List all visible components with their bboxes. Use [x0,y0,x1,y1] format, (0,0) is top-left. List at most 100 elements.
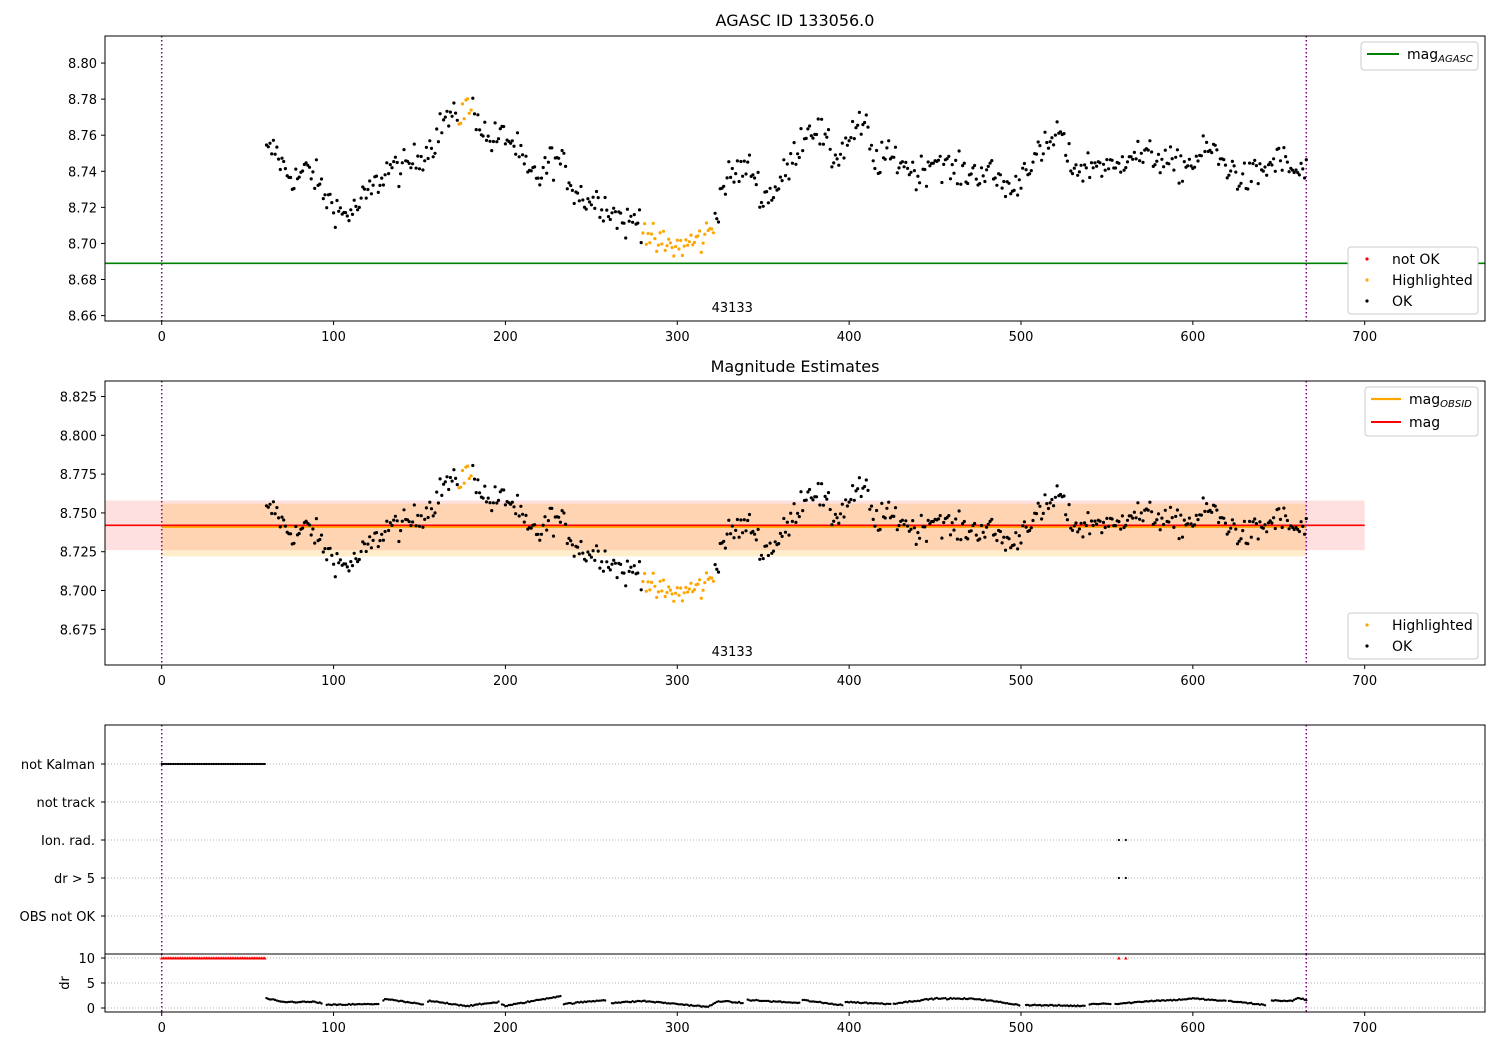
x-tick-label: 400 [837,674,862,689]
ok-point [557,156,561,160]
highlighted-point [710,227,714,231]
ok-point [529,526,533,530]
dr-point [610,1002,614,1005]
ok-point [790,519,795,524]
dr-point [672,1002,675,1005]
ok-point [545,528,549,532]
ok-point [445,109,449,113]
ok-point [380,176,384,180]
ok-point [1246,542,1250,546]
ok-point [605,208,609,212]
ok-point [426,156,430,161]
ok-point [371,538,375,543]
ok-point [1141,519,1145,523]
highlighted-point [689,581,693,585]
ok-point [715,217,719,221]
ok-point [550,146,554,150]
ok-point [538,538,542,542]
ok-point [435,490,439,494]
ok-point [584,207,588,211]
ok-point [562,151,566,155]
ok-point [878,170,882,175]
flag-point [256,762,260,766]
ok-point [814,132,819,137]
ok-point [1120,514,1124,518]
ok-point [624,236,628,240]
highlighted-point [649,232,654,236]
ok-point [533,165,537,169]
y-tick-label: 8.68 [68,274,97,289]
legend-lines: magAGASC [1360,41,1479,71]
ok-point [1122,168,1126,172]
dr-point [959,997,962,1001]
dr-point [1153,999,1157,1003]
ok-point [397,184,401,189]
x-axis: 0 100 200 300 400 500 600 700 [158,665,1377,689]
ok-point [625,207,630,211]
ok-point [770,551,774,555]
flag-point [207,762,210,766]
dr-point [1079,1004,1083,1008]
ok-point [359,549,363,554]
ok-point [584,559,588,563]
ok-point [873,166,877,171]
highlighted-point [682,244,686,248]
ok-point [380,532,384,536]
ok-point [417,524,422,528]
ok-point [1101,162,1106,166]
dr-point [906,1001,909,1004]
ok-point [627,219,631,223]
highlighted-point [680,253,685,258]
ok-point [524,513,528,518]
ok-point [539,176,544,180]
ok-point [859,132,863,136]
ok-point [1003,548,1008,552]
ok-point [1304,516,1308,521]
ok-point [1153,163,1157,167]
dr-point [341,1003,344,1007]
ok-point [794,162,798,166]
dr-point [664,1001,667,1004]
x-axis: 0 100 200 300 400 500 600 700 [158,321,1377,345]
ok-point [1258,520,1262,524]
dr-point [978,998,981,1001]
highlighted-point [691,243,695,247]
ok-point [589,203,594,207]
ok-point [814,495,819,499]
flag-label: not track [36,796,95,811]
ok-point [349,208,353,212]
ok-point [1074,521,1078,525]
ok-point [1079,163,1083,167]
x-tick-label: 100 [321,330,346,345]
highlighted-point [667,237,671,241]
ok-point [912,169,917,173]
highlighted-point [674,591,678,595]
ok-point [857,476,862,480]
ok-point [565,187,569,191]
y-tick-label: 0 [87,1002,95,1017]
highlighted-point [686,243,690,247]
dr-point [586,1000,590,1003]
ok-point [541,165,545,170]
ok-point [895,528,899,532]
dr-point [1035,1004,1038,1007]
ok-point [742,518,746,522]
y-axis: 0 5 10 [78,952,105,1017]
dr-point [588,1000,591,1003]
dr-point [1274,999,1277,1002]
dr-point [932,998,935,1001]
highlighted-point [696,582,700,586]
legend-item-mag-agasc: magAGASC [1407,47,1473,65]
dr-point [841,1004,844,1007]
dr-point [571,1002,574,1006]
ok-point [1012,543,1016,547]
ok-point [1125,518,1130,522]
ok-point [1229,526,1233,530]
y-axis: 8.66 8.68 8.70 8.72 8.74 8.76 8.78 8.80 [68,57,105,325]
ok-point [1040,517,1044,521]
dr-point [645,1000,648,1003]
ok-point [472,112,477,116]
ok-point [1163,148,1167,152]
ok-point [1084,523,1088,528]
flag-point [253,762,256,766]
